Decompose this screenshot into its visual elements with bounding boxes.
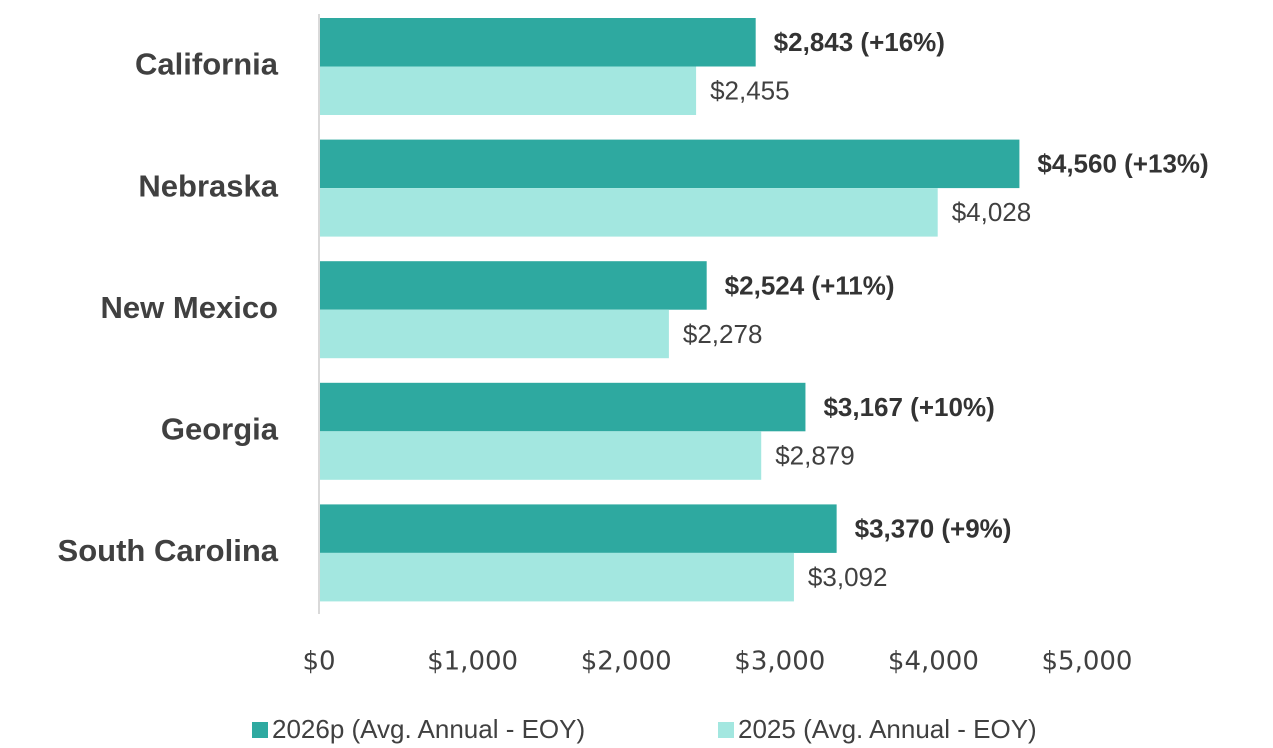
y-tick-label: California	[135, 47, 279, 82]
bar	[319, 431, 762, 480]
bar	[319, 382, 806, 432]
data-label: $2,879	[775, 440, 855, 470]
x-tick-label: $1,000	[427, 647, 518, 677]
bar	[319, 139, 1020, 189]
bar	[319, 504, 837, 553]
data-label: $2,524 (+11%)	[725, 270, 895, 300]
data-label: $4,560 (+13%)	[1037, 149, 1208, 179]
x-tick-label: $2,000	[581, 647, 672, 677]
x-tick-label: $5,000	[1042, 647, 1133, 677]
y-tick-label: Georgia	[161, 411, 279, 446]
bar	[319, 309, 669, 359]
x-tick-label: $4,000	[888, 647, 979, 677]
legend-label: 2025 (Avg. Annual - EOY)	[738, 714, 1037, 744]
bar	[319, 188, 938, 237]
bar	[319, 261, 707, 310]
data-label: $3,370 (+9%)	[855, 514, 1012, 544]
data-label: $2,843 (+16%)	[774, 27, 945, 57]
data-label: $4,028	[952, 197, 1032, 227]
bar	[319, 66, 697, 115]
data-label: $3,092	[808, 562, 888, 592]
data-label: $2,278	[683, 319, 763, 349]
bar	[319, 18, 756, 67]
x-tick-label: $0	[302, 647, 335, 677]
bar	[319, 552, 794, 602]
x-tick-label: $3,000	[734, 647, 825, 677]
data-label: $3,167 (+10%)	[823, 392, 994, 422]
legend-swatch	[252, 722, 268, 738]
y-tick-label: Nebraska	[138, 168, 278, 203]
data-label: $2,455	[710, 76, 790, 106]
y-tick-label: South Carolina	[58, 533, 279, 568]
legend-label: 2026p (Avg. Annual - EOY)	[272, 714, 585, 744]
legend-swatch	[718, 722, 734, 738]
y-tick-label: New Mexico	[101, 290, 278, 325]
